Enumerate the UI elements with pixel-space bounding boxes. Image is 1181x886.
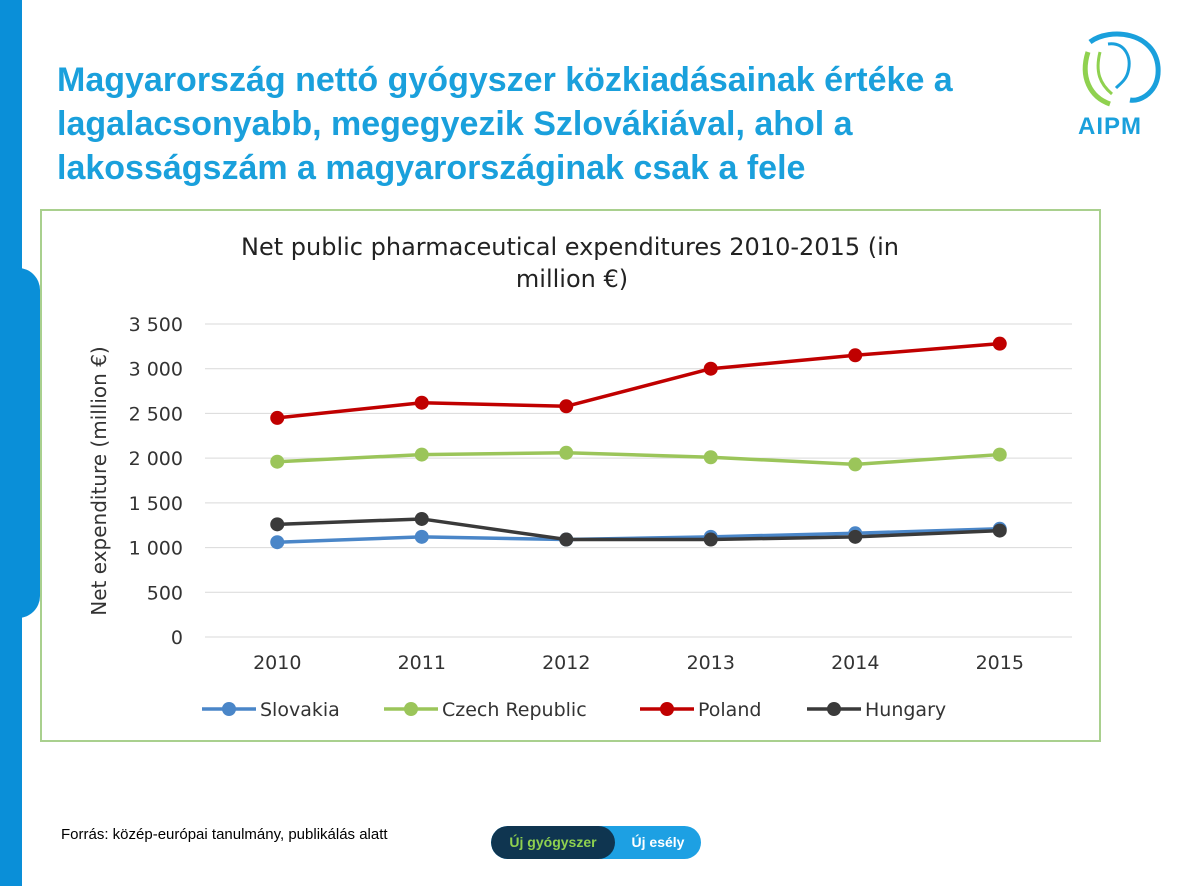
data-point-poland (414, 395, 429, 410)
y-tick-label: 0 (171, 627, 183, 649)
data-point-czech-republic (992, 447, 1007, 462)
y-tick-label: 2 500 (129, 403, 183, 425)
badge-left-label: Új gyógyszer (491, 826, 615, 859)
data-point-czech-republic (703, 450, 718, 465)
data-point-czech-republic (270, 454, 285, 469)
legend-marker-hungary (827, 702, 841, 716)
left-accent-tab (0, 268, 40, 618)
data-point-poland (559, 399, 574, 414)
data-point-slovakia (414, 529, 429, 544)
data-point-hungary (270, 517, 285, 532)
y-tick-label: 500 (147, 582, 183, 604)
data-point-hungary (559, 532, 574, 547)
legend-marker-poland (660, 702, 674, 716)
data-point-hungary (414, 511, 429, 526)
x-tick-label: 2012 (542, 652, 590, 674)
data-point-slovakia (270, 535, 285, 550)
y-tick-label: 1 000 (129, 538, 183, 560)
data-point-czech-republic (848, 457, 863, 472)
logo-text: AIPM (1078, 113, 1142, 140)
legend-label-hungary: Hungary (865, 699, 946, 721)
y-tick-label: 3 500 (129, 314, 183, 336)
data-point-poland (270, 410, 285, 425)
legend-marker-slovakia (222, 702, 236, 716)
series-line-czech-republic (277, 451, 1000, 467)
line-chart: Net public pharmaceutical expenditures 2… (87, 233, 1072, 721)
data-point-poland (848, 348, 863, 363)
data-point-czech-republic (559, 445, 574, 460)
aipm-logo-icon (1082, 31, 1161, 107)
x-tick-label: 2013 (687, 652, 735, 674)
chart-frame: Net public pharmaceutical expenditures 2… (40, 209, 1101, 742)
data-point-hungary (992, 523, 1007, 538)
data-point-czech-republic (414, 447, 429, 462)
badge-right-label: Új esély (631, 834, 685, 850)
series-line-hungary (277, 517, 1000, 542)
y-tick-label: 1 500 (129, 493, 183, 515)
legend-marker-czech-republic (404, 702, 418, 716)
x-tick-label: 2011 (398, 652, 446, 674)
x-tick-label: 2010 (253, 652, 301, 674)
legend-label-poland: Poland (698, 699, 761, 721)
y-axis-label: Net expenditure (million €) (87, 346, 111, 615)
legend-label-slovakia: Slovakia (260, 699, 340, 721)
slogan-badge: Új gyógyszer Új esély (491, 826, 701, 859)
data-point-poland (703, 361, 718, 376)
legend-label-czech-republic: Czech Republic (442, 699, 587, 721)
series-line-poland (277, 341, 1000, 420)
data-point-hungary (848, 529, 863, 544)
chart-title-line1: Net public pharmaceutical expenditures 2… (241, 233, 899, 261)
x-tick-label: 2015 (976, 652, 1024, 674)
chart-title-line2: million €) (516, 265, 628, 293)
data-point-poland (992, 336, 1007, 351)
slide-title: Magyarország nettó gyógyszer közkiadásai… (57, 61, 953, 187)
x-tick-label: 2014 (831, 652, 879, 674)
y-tick-label: 2 000 (129, 448, 183, 470)
source-note: Forrás: közép-európai tanulmány, publiká… (61, 826, 388, 843)
data-point-hungary (703, 532, 718, 547)
y-tick-label: 3 000 (129, 359, 183, 381)
